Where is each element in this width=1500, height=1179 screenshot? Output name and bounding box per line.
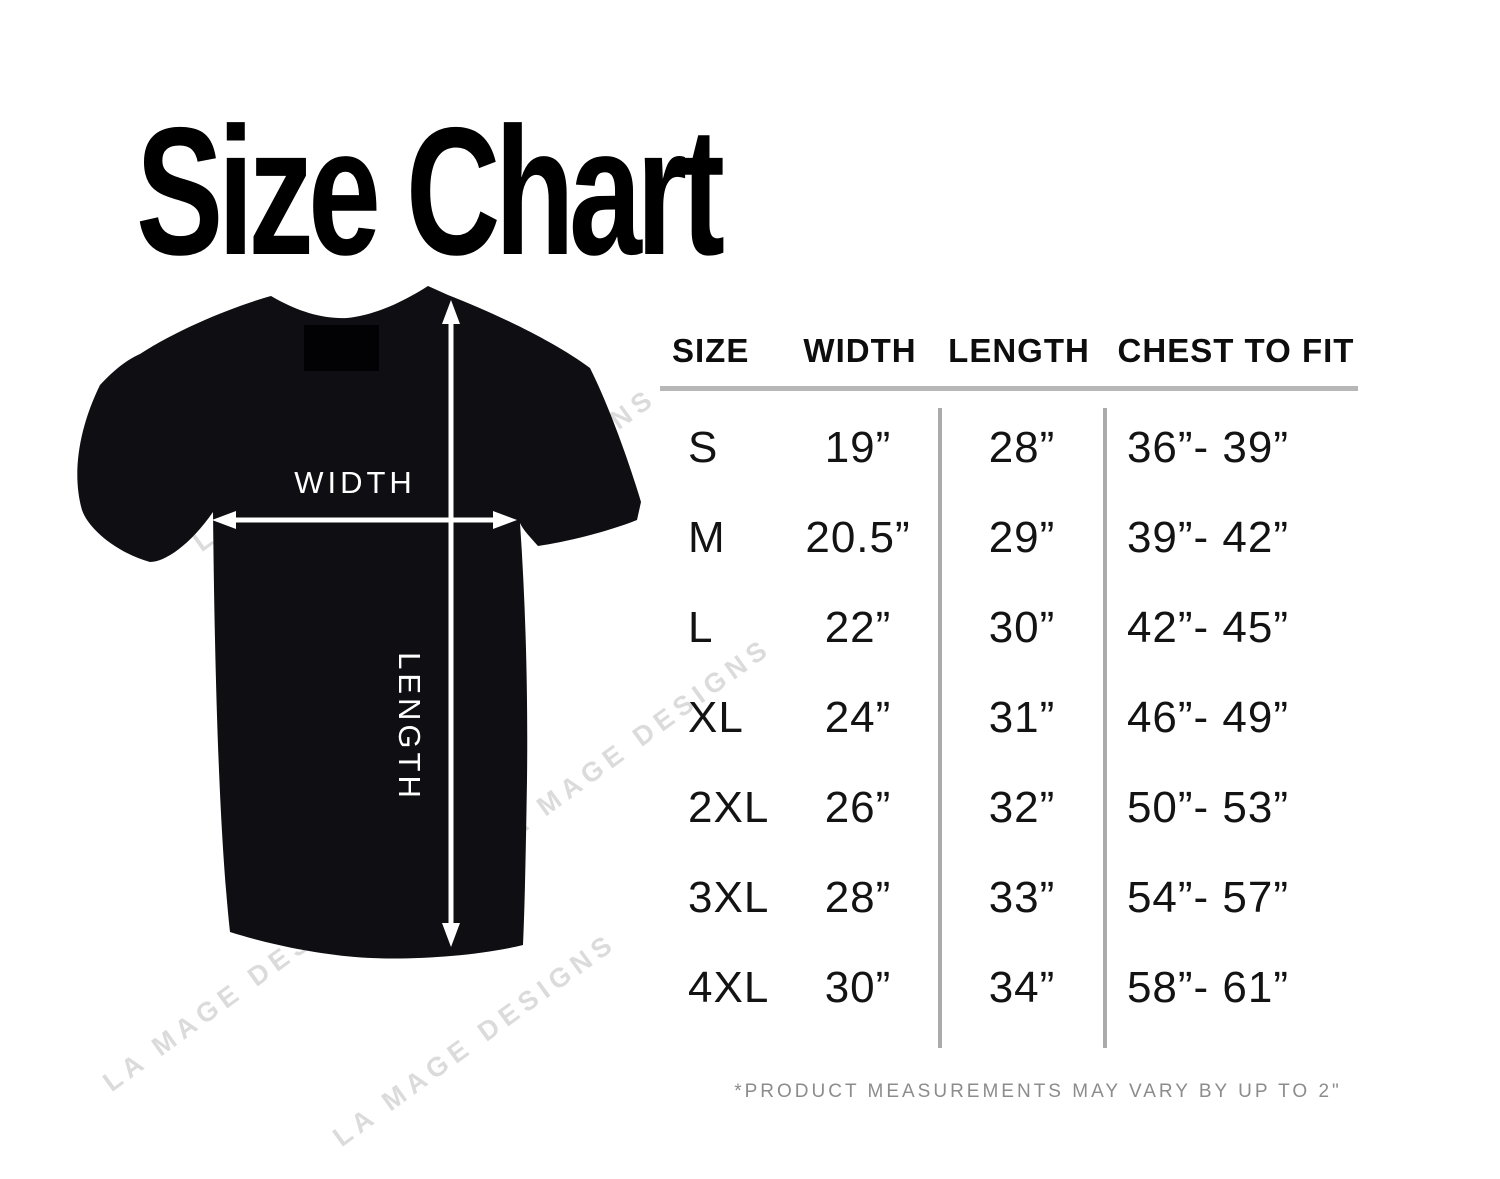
- table-row: 3XL 28” 33” 54”- 57”: [0, 868, 1500, 928]
- cell-length: 31”: [988, 693, 1056, 742]
- cell-width: 22”: [824, 603, 892, 652]
- cell-length: 32”: [988, 783, 1056, 832]
- tshirt-diagram: [77, 286, 641, 959]
- cell-width: 26”: [824, 783, 892, 832]
- cell-length: 30”: [988, 603, 1056, 652]
- cell-length: 34”: [988, 963, 1056, 1012]
- length-arrowhead-top: [442, 300, 460, 324]
- width-label: WIDTH: [294, 465, 416, 500]
- cell-size: M: [688, 513, 726, 562]
- page-title: Size Chart: [136, 89, 725, 293]
- cell-size: 4XL: [688, 963, 770, 1012]
- table-row: XL 24” 31” 46”- 49”: [0, 688, 1500, 748]
- table-row: 2XL 26” 32” 50”- 53”: [0, 778, 1500, 838]
- column-header-length: LENGTH: [948, 332, 1090, 369]
- cell-width: 28”: [824, 873, 892, 922]
- cell-length: 28”: [988, 423, 1056, 472]
- cell-width: 24”: [824, 693, 892, 742]
- cell-size: 2XL: [688, 783, 770, 832]
- cell-width: 19”: [824, 423, 892, 472]
- column-header-chest: CHEST TO FIT: [1117, 332, 1355, 369]
- cell-chest: 42”- 45”: [1126, 603, 1290, 652]
- table-row: 4XL 30” 34” 58”- 61”: [0, 958, 1500, 1018]
- width-arrowhead-right: [493, 511, 517, 529]
- tshirt-silhouette: [77, 286, 641, 959]
- cell-chest: 36”- 39”: [1126, 423, 1290, 472]
- column-divider: [938, 408, 942, 1048]
- neck-label-tag: [304, 325, 379, 371]
- cell-chest: 39”- 42”: [1126, 513, 1290, 562]
- cell-chest: 50”- 53”: [1126, 783, 1290, 832]
- table-row: L 22” 30” 42”- 45”: [0, 598, 1500, 658]
- header-rule: [660, 386, 1358, 391]
- cell-width: 30”: [824, 963, 892, 1012]
- cell-chest: 46”- 49”: [1126, 693, 1290, 742]
- cell-width: 20.5”: [805, 513, 911, 562]
- cell-length: 29”: [988, 513, 1056, 562]
- column-header-size: SIZE: [672, 332, 750, 369]
- column-header-width: WIDTH: [803, 332, 917, 369]
- width-arrowhead-left: [212, 511, 236, 529]
- cell-size: 3XL: [688, 873, 770, 922]
- cell-chest: 58”- 61”: [1126, 963, 1290, 1012]
- column-divider: [1103, 408, 1107, 1048]
- table-row: S 19” 28” 36”- 39”: [0, 418, 1500, 478]
- cell-size: L: [688, 603, 714, 652]
- cell-size: XL: [688, 693, 744, 742]
- cell-length: 33”: [988, 873, 1056, 922]
- cell-size: S: [688, 423, 719, 472]
- table-row: M 20.5” 29” 39”- 42”: [0, 508, 1500, 568]
- measurement-disclaimer: *PRODUCT MEASUREMENTS MAY VARY BY UP TO …: [734, 1081, 1342, 1102]
- cell-chest: 54”- 57”: [1126, 873, 1290, 922]
- length-arrowhead-bottom: [442, 923, 460, 947]
